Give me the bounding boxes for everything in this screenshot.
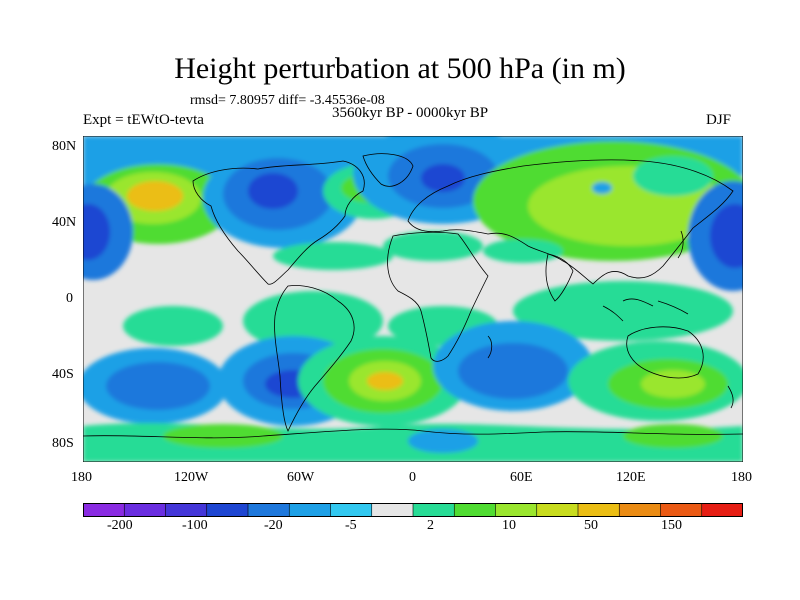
rmsd-stats: rmsd= 7.80957 diff= -3.45536e-08 <box>190 93 385 108</box>
x-tick-label: 0 <box>409 470 416 485</box>
colorbar-label: -5 <box>345 518 357 533</box>
colorbar <box>83 503 743 517</box>
colorbar-label: 2 <box>427 518 434 533</box>
colorbar-cell <box>536 503 579 517</box>
x-tick-label: 180 <box>71 470 92 485</box>
x-tick-label: 120E <box>616 470 646 485</box>
height-field <box>83 136 743 462</box>
colorbar-cell <box>371 503 414 517</box>
colorbar-cell <box>578 503 620 517</box>
period-label: 3560kyr BP - 0000kyr BP <box>331 105 489 121</box>
colorbar-cell <box>124 503 166 517</box>
x-tick-label: 120W <box>174 470 209 485</box>
colorbar-label: -20 <box>264 518 283 533</box>
map-panel <box>83 136 743 462</box>
colorbar-cell <box>701 503 743 517</box>
y-tick-label: 80S <box>52 436 74 451</box>
colorbar-cell <box>619 503 661 517</box>
coastlines <box>83 153 743 439</box>
x-tick-label: 60W <box>287 470 315 485</box>
colorbar-label: 150 <box>661 518 682 533</box>
y-tick-label: 0 <box>66 291 73 306</box>
colorbar-cell <box>454 503 496 517</box>
colorbar-cell <box>660 503 703 517</box>
colorbar-cell <box>165 503 208 517</box>
plot-title: Height perturbation at 500 hPa (in m) <box>174 52 626 85</box>
colorbar-label: -200 <box>107 518 133 533</box>
colorbar-cell <box>248 503 290 517</box>
y-tick-label: 80N <box>52 139 77 154</box>
x-tick-label: 180 <box>731 470 752 485</box>
colorbar-label: -100 <box>182 518 208 533</box>
colorbar-frame <box>83 503 743 517</box>
colorbar-cell <box>413 503 455 517</box>
colorbar-cell <box>495 503 538 517</box>
experiment-label: Expt = tEWtO-tevta <box>83 112 204 128</box>
x-tick-label: 60E <box>510 470 533 485</box>
colorbar-cell <box>83 503 125 517</box>
colorbar-cell <box>206 503 249 517</box>
colorbar-cell <box>289 503 331 517</box>
y-tick-label: 40N <box>52 215 77 230</box>
colorbar-cell <box>330 503 373 517</box>
y-tick-label: 40S <box>52 367 74 382</box>
colorbar-label: 10 <box>502 518 516 533</box>
colorbar-label: 50 <box>584 518 598 533</box>
season-label: DJF <box>706 112 732 128</box>
